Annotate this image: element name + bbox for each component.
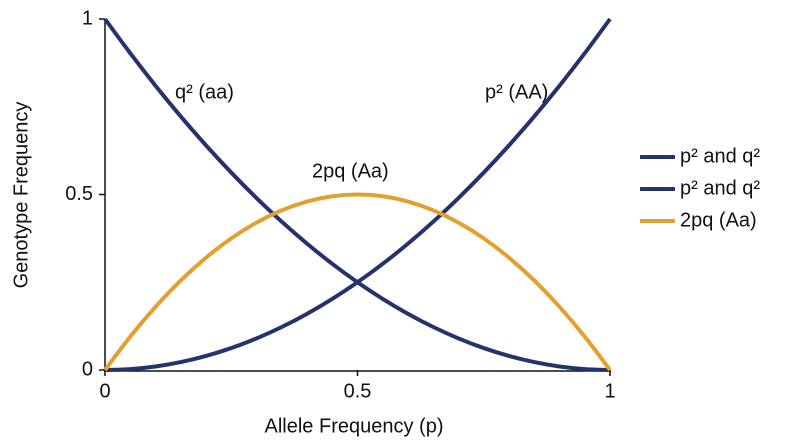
y-axis-label: Genotype Frequency [10, 102, 32, 289]
legend-label: p² and q² [680, 145, 760, 167]
series-line [103, 192, 612, 372]
series-line [104, 17, 612, 372]
annotation: q² (aa) [175, 81, 234, 103]
x-tick-label: 1 [604, 380, 615, 402]
x-axis-label: Allele Frequency (p) [265, 415, 444, 437]
y-tick-label: 0.5 [65, 183, 93, 205]
x-tick-label: 0.5 [344, 380, 372, 402]
legend-label: 2pq (Aa) [680, 209, 757, 231]
legend-label: p² and q² [680, 177, 760, 199]
annotation: p² (AA) [485, 81, 548, 103]
x-tick-label: 0 [99, 380, 110, 402]
y-tick-label: 0 [82, 358, 93, 380]
y-tick-label: 1 [82, 7, 93, 29]
annotation: 2pq (Aa) [312, 160, 389, 182]
